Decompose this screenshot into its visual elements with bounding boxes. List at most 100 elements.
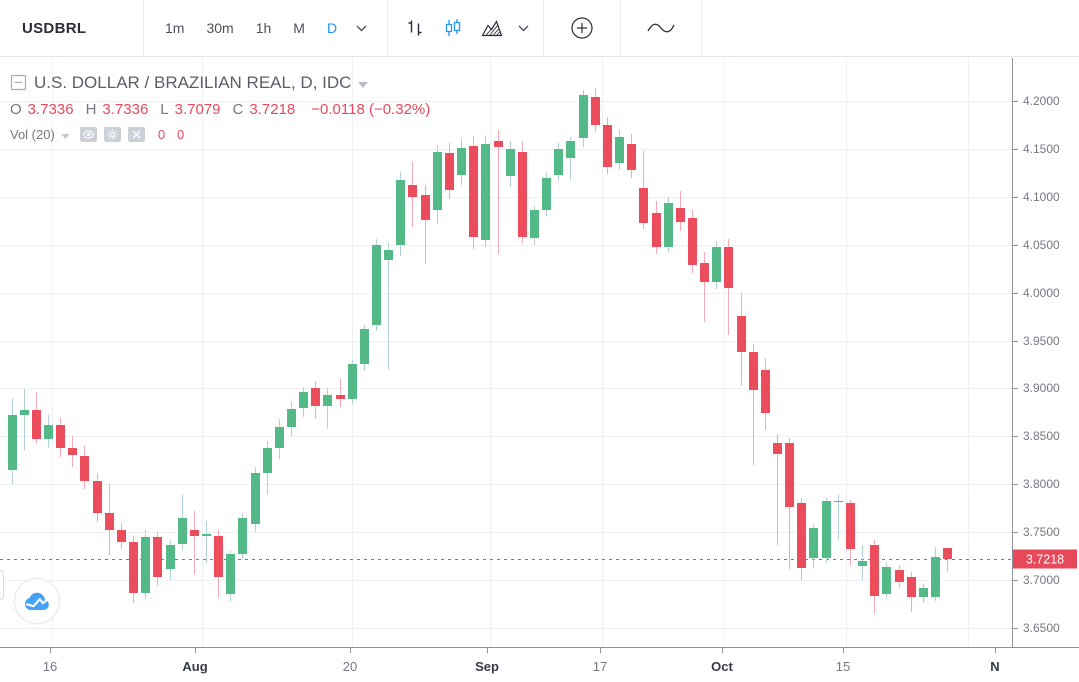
candle-up-wick bbox=[205, 520, 207, 563]
interval-button-1h[interactable]: 1h bbox=[255, 20, 272, 36]
eye-icon[interactable] bbox=[79, 127, 97, 142]
chart-type-group bbox=[388, 12, 543, 44]
time-axis[interactable]: 16 Aug 20 Sep 17 Oct 15 N bbox=[0, 647, 1079, 682]
candle-down-body bbox=[104, 512, 114, 531]
candle-up-body bbox=[554, 148, 564, 175]
candle-up-body bbox=[432, 151, 442, 211]
last-price-label: 3.7218 bbox=[1013, 549, 1077, 569]
candle-down-body bbox=[651, 213, 661, 247]
candle-up-body bbox=[457, 147, 467, 175]
area-chart-type-button[interactable] bbox=[472, 12, 512, 44]
chart-type-dropdown-button[interactable] bbox=[512, 19, 535, 38]
candle-up-body bbox=[712, 246, 722, 282]
price-tick-label: 3.6500 bbox=[1023, 620, 1060, 635]
vertical-gridline bbox=[202, 58, 203, 647]
symbol-label[interactable]: USDBRL bbox=[22, 19, 87, 37]
candle-down-wick bbox=[424, 185, 426, 264]
chart-pane[interactable]: U.S. DOLLAR / BRAZILIAN REAL, D, IDC O 3… bbox=[0, 58, 1012, 647]
price-tick-label: 4.2000 bbox=[1023, 94, 1060, 108]
candle-down-body bbox=[116, 530, 126, 542]
horizontal-gridline bbox=[0, 340, 1012, 342]
time-tick-mark bbox=[600, 648, 601, 653]
compare-group bbox=[544, 9, 620, 47]
candle-down-body bbox=[311, 388, 321, 406]
vertical-gridline bbox=[490, 58, 491, 647]
left-edge-handle[interactable] bbox=[0, 570, 4, 600]
candle-down-body bbox=[724, 246, 734, 288]
price-tick-label: 4.1000 bbox=[1023, 189, 1060, 204]
indicators-button[interactable] bbox=[637, 14, 685, 42]
interval-button-30m[interactable]: 30m bbox=[206, 20, 234, 36]
candle-down-wick bbox=[339, 378, 341, 408]
candle-up-body bbox=[274, 426, 284, 448]
time-tick-mark bbox=[50, 648, 51, 653]
interval-button-D[interactable]: D bbox=[326, 20, 338, 36]
candle-up-body bbox=[821, 500, 831, 558]
horizontal-gridline bbox=[0, 484, 1012, 486]
candle-up-body bbox=[177, 517, 187, 545]
candle-down-body bbox=[797, 503, 807, 568]
candle-down-body bbox=[31, 409, 41, 440]
collapse-pane-icon[interactable] bbox=[10, 74, 27, 91]
interval-button-1m[interactable]: 1m bbox=[165, 20, 185, 36]
horizontal-gridline bbox=[0, 388, 1012, 390]
candle-down-body bbox=[748, 352, 758, 391]
low-value: 3.7079 bbox=[174, 101, 221, 118]
time-tick-label: 17 bbox=[592, 659, 608, 674]
candles-icon bbox=[445, 19, 461, 36]
high-label: H bbox=[85, 101, 97, 118]
interval-dropdown-button[interactable] bbox=[350, 19, 373, 38]
candle-down-body bbox=[68, 447, 78, 456]
volume-label[interactable]: Vol (20) bbox=[10, 127, 55, 142]
volume-row: Vol (20) 0 0 bbox=[10, 127, 430, 142]
time-tick-label: Aug bbox=[182, 659, 208, 674]
horizontal-gridline bbox=[0, 532, 1012, 534]
bars-chart-type-button[interactable] bbox=[396, 12, 434, 44]
gear-icon[interactable] bbox=[103, 127, 121, 142]
chart-legend: U.S. DOLLAR / BRAZILIAN REAL, D, IDC O 3… bbox=[10, 74, 430, 142]
candle-down-wick bbox=[704, 252, 706, 323]
wave-line-icon bbox=[647, 23, 675, 33]
candle-down-wick bbox=[777, 434, 778, 545]
chevron-down-icon[interactable] bbox=[61, 133, 70, 139]
price-tick-label: 4.1500 bbox=[1023, 141, 1060, 156]
candle-up-body bbox=[505, 148, 515, 176]
candle-up-body bbox=[578, 95, 588, 139]
candle-down-body bbox=[590, 97, 600, 125]
candles-chart-type-button[interactable] bbox=[434, 12, 472, 44]
candle-up-body bbox=[918, 587, 928, 598]
candle-up-body bbox=[615, 137, 624, 164]
toolbar-separator bbox=[620, 0, 622, 57]
horizontal-gridline bbox=[0, 244, 1012, 246]
candle-down-body bbox=[517, 151, 527, 238]
time-tick-mark bbox=[843, 648, 844, 653]
horizontal-gridline bbox=[0, 101, 1012, 102]
interval-button-M[interactable]: M bbox=[293, 20, 305, 36]
candle-up-body bbox=[384, 250, 394, 260]
candle-down-body bbox=[687, 217, 697, 265]
chevron-down-icon bbox=[518, 25, 529, 31]
close-icon[interactable] bbox=[127, 127, 145, 142]
tradingview-logo-button[interactable] bbox=[14, 578, 60, 624]
bars-icon bbox=[408, 20, 422, 36]
chevron-down-icon[interactable] bbox=[358, 81, 369, 88]
open-label: O bbox=[10, 101, 22, 118]
price-axis[interactable]: 3.7218 4.2000 4.1500 4.1000 4.0500 4.0000 3.9… bbox=[1012, 58, 1079, 647]
candle-up-body bbox=[238, 517, 248, 555]
symbol-title[interactable]: U.S. DOLLAR / BRAZILIAN REAL, D, IDC bbox=[34, 73, 352, 92]
candle-down-body bbox=[56, 424, 66, 448]
candle-down-body bbox=[444, 152, 454, 191]
candle-down-body bbox=[736, 315, 746, 352]
compare-button[interactable] bbox=[560, 9, 604, 47]
candle-up-body bbox=[858, 560, 867, 566]
candle-down-body bbox=[773, 443, 782, 454]
toolbar-separator bbox=[143, 0, 144, 57]
price-tick-mark bbox=[1013, 148, 1018, 150]
candle-down-body bbox=[845, 503, 855, 550]
candle-down-body bbox=[639, 188, 649, 223]
horizontal-gridline bbox=[0, 196, 1012, 198]
close-label: C bbox=[232, 101, 244, 118]
time-tick-mark bbox=[195, 648, 196, 653]
candle-up-body bbox=[286, 408, 296, 427]
change-value: −0.0118 (−0.32%) bbox=[311, 101, 431, 118]
